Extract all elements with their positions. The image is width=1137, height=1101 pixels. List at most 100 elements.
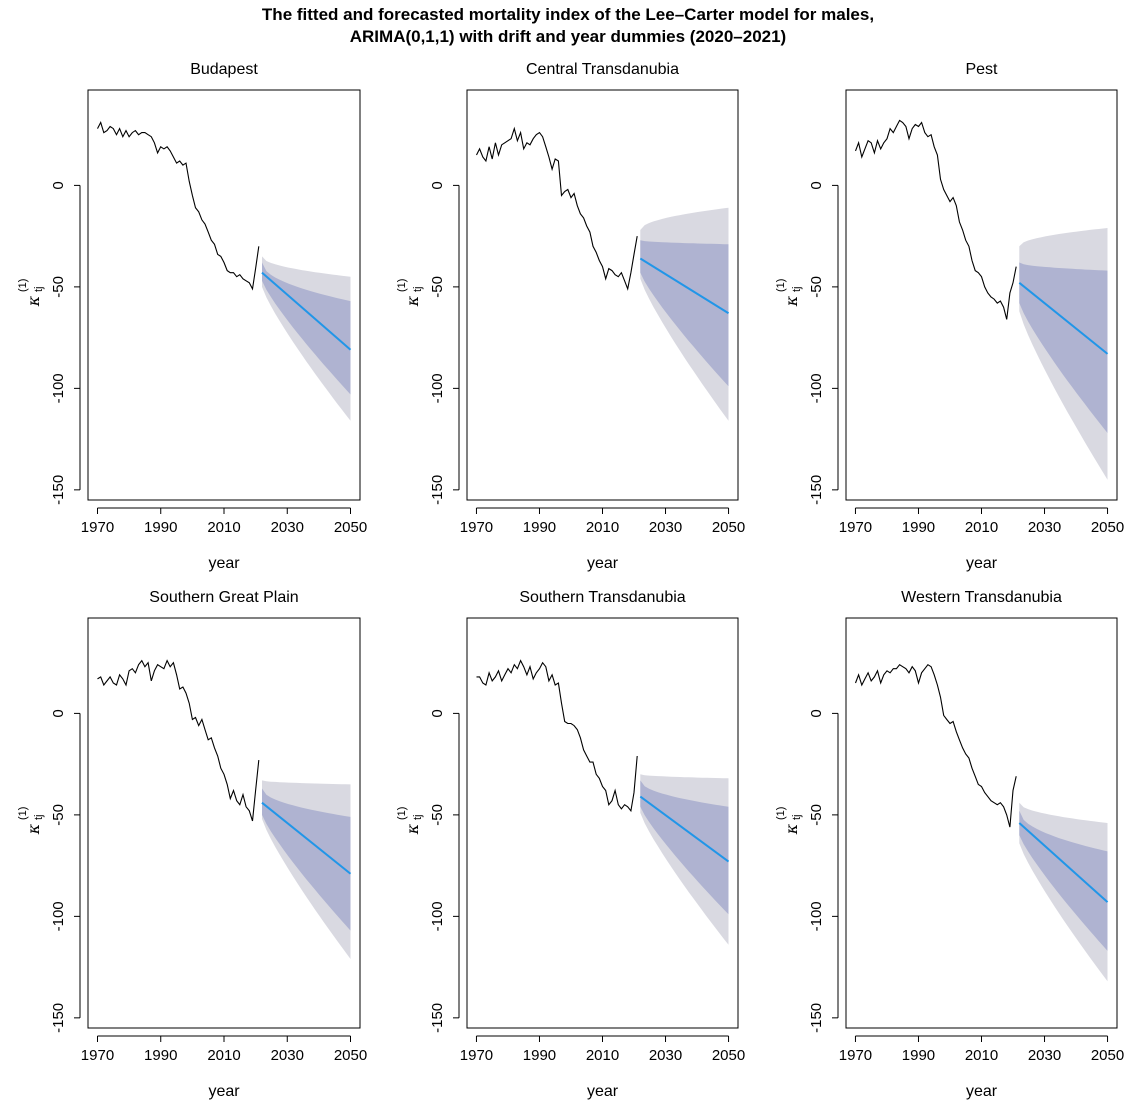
y-axis-label: κ (1) tj <box>396 279 424 308</box>
y-axis-label-superscript: (1) <box>775 279 787 292</box>
panel-title: Western Transdanubia <box>901 589 1062 606</box>
y-axis-label-superscript: (1) <box>396 279 408 292</box>
y-axis-label-subscript: tj <box>33 287 45 293</box>
x-tick-label: 2050 <box>1091 1047 1124 1064</box>
x-tick-label: 1970 <box>839 1047 872 1064</box>
y-axis-label-subscript: tj <box>791 815 803 821</box>
x-tick-label: 1970 <box>460 1047 493 1064</box>
x-axis-label: year <box>208 1083 240 1100</box>
panel-title: Budapest <box>190 61 258 78</box>
panel-4: Southern Great Plain 1970 1990 2010 2030 2050… <box>17 589 367 1100</box>
y-tick-label: -50 <box>50 804 67 826</box>
x-axis-label: year <box>587 555 619 572</box>
fitted-series-line <box>854 663 1017 828</box>
y-tick-label: -50 <box>808 276 825 298</box>
panel-6: Western Transdanubia 1970 1990 2010 2030 2050… <box>775 589 1124 1100</box>
forecast-mean-line <box>639 795 730 863</box>
forecast-inner-interval <box>1019 262 1108 433</box>
plot-frame <box>87 89 361 501</box>
x-tick-label: 1990 <box>523 1047 556 1064</box>
y-axis-label-superscript: (1) <box>17 279 29 292</box>
y-axis-label-symbol: κ <box>782 823 801 835</box>
x-tick-label: 2010 <box>965 1047 998 1064</box>
plot-frame <box>845 617 1118 1029</box>
y-tick-label: -100 <box>429 901 446 931</box>
y-axis-label-superscript: (1) <box>775 807 787 820</box>
x-tick-label: 2050 <box>712 519 745 536</box>
x-tick-label: 1970 <box>460 519 493 536</box>
x-tick-label: 1990 <box>144 519 177 536</box>
figure-title-line-1: The fitted and forecasted mortality inde… <box>262 5 874 24</box>
y-axis-label: κ (1) tj <box>17 807 45 836</box>
y-tick-label: -150 <box>808 475 825 505</box>
x-tick-label: 2030 <box>649 519 682 536</box>
y-axis-label-subscript: tj <box>791 287 803 293</box>
panel-1: Budapest 1970 1990 2010 2030 2050 year 0 -50 -100… <box>17 61 367 572</box>
y-tick-label: -100 <box>808 901 825 931</box>
x-tick-label: 1990 <box>523 519 556 536</box>
y-axis-label-symbol: κ <box>24 295 43 307</box>
forecast-inner-interval <box>262 788 351 931</box>
forecast-inner-interval <box>262 262 351 395</box>
y-tick-label: -100 <box>429 373 446 403</box>
x-tick-label: 1970 <box>81 1047 114 1064</box>
panel-title: Pest <box>965 61 998 78</box>
y-axis-label-subscript: tj <box>412 815 424 821</box>
plot-frame <box>87 617 361 1029</box>
y-axis-label-symbol: κ <box>403 823 422 835</box>
forecast-mean-line <box>261 271 352 351</box>
y-tick-label: -150 <box>808 1003 825 1033</box>
y-tick-label: -150 <box>50 1003 67 1033</box>
fitted-series-line <box>476 659 638 813</box>
y-axis-label: κ (1) tj <box>775 807 803 836</box>
forecast-mean-line <box>1018 282 1109 355</box>
panel-5: Southern Transdanubia 1970 1990 2010 2030 205… <box>396 589 745 1100</box>
x-tick-label: 2030 <box>1028 519 1061 536</box>
y-axis-label-symbol: κ <box>24 823 43 835</box>
x-tick-label: 2010 <box>207 519 240 536</box>
x-axis-label: year <box>587 1083 619 1100</box>
x-tick-label: 2050 <box>1091 519 1124 536</box>
x-tick-label: 1970 <box>81 519 114 536</box>
y-tick-label: 0 <box>808 709 825 717</box>
x-axis-label: year <box>966 1083 998 1100</box>
y-axis-label-subscript: tj <box>412 287 424 293</box>
x-tick-label: 1970 <box>839 519 872 536</box>
panel-title: Central Transdanubia <box>526 61 679 78</box>
y-tick-label: -150 <box>429 1003 446 1033</box>
x-tick-label: 1990 <box>902 519 935 536</box>
fitted-series-line <box>854 119 1017 320</box>
x-tick-label: 2030 <box>649 1047 682 1064</box>
forecast-mean-line <box>1018 822 1109 903</box>
y-tick-label: -100 <box>50 373 67 403</box>
y-axis-label: κ (1) tj <box>396 807 424 836</box>
y-axis-label-subscript: tj <box>33 815 45 821</box>
y-tick-label: 0 <box>429 709 446 717</box>
y-axis-label-superscript: (1) <box>17 807 29 820</box>
y-tick-label: -100 <box>50 901 67 931</box>
x-tick-label: 2010 <box>586 1047 619 1064</box>
x-tick-label: 2050 <box>334 1047 367 1064</box>
panel-title: Southern Great Plain <box>149 589 298 606</box>
x-tick-label: 2030 <box>271 1047 304 1064</box>
panel-title: Southern Transdanubia <box>519 589 685 606</box>
x-axis-label: year <box>208 555 240 572</box>
x-tick-label: 2010 <box>207 1047 240 1064</box>
x-tick-label: 2050 <box>334 519 367 536</box>
y-tick-label: -50 <box>808 804 825 826</box>
y-axis-label: κ (1) tj <box>17 279 45 308</box>
plot-frame <box>466 89 739 501</box>
x-tick-label: 2010 <box>586 519 619 536</box>
y-axis-label: κ (1) tj <box>775 279 803 308</box>
y-axis-label-superscript: (1) <box>396 807 408 820</box>
y-tick-label: 0 <box>50 709 67 717</box>
x-tick-label: 2030 <box>271 519 304 536</box>
y-axis-label-symbol: κ <box>782 295 801 307</box>
fitted-series-line <box>97 659 260 822</box>
x-tick-label: 1990 <box>144 1047 177 1064</box>
y-tick-label: -50 <box>50 276 67 298</box>
x-tick-label: 2030 <box>1028 1047 1061 1064</box>
y-axis-label-symbol: κ <box>403 295 422 307</box>
forecast-inner-interval <box>1019 810 1108 951</box>
